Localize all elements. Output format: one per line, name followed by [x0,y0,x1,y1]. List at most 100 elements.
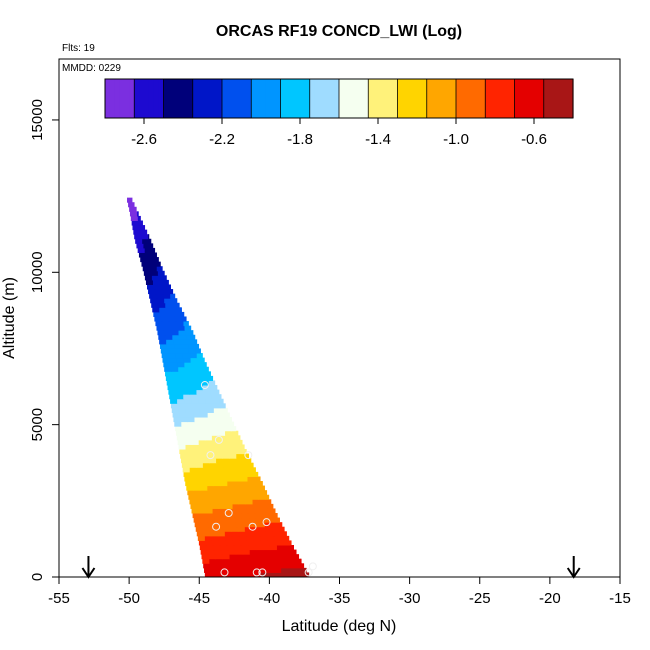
field-cell [198,403,207,409]
field-cell [182,430,191,436]
colorbar-cell [387,79,394,118]
field-cell [205,540,214,546]
field-cell [290,545,294,551]
field-cell [152,307,160,313]
field-cell [140,229,148,235]
field-cell [197,430,205,436]
field-cell [165,302,173,308]
field-cell [262,513,271,519]
field-cell [195,458,203,464]
field-cell [243,490,251,496]
colorbar-cell [529,79,535,118]
field-cell [199,481,207,487]
field-cell [150,243,154,249]
field-cell [139,225,146,231]
colorbar-cell [378,79,384,118]
colorbar-cell [251,79,257,118]
field-cell [208,554,217,560]
field-cell [286,558,294,564]
field-cell [168,353,177,359]
field-cell [154,257,159,263]
field-cell [185,481,193,487]
field-cell [205,362,207,368]
field-cell [279,526,285,532]
field-cell [257,554,266,560]
field-cell [224,499,233,505]
colorbar-cell [495,79,501,118]
field-cell [239,503,248,509]
field-cell [214,517,223,523]
field-cell [253,471,259,477]
field-cell [250,554,259,560]
field-cell [145,252,154,258]
field-cell [272,526,281,532]
field-cell [190,471,199,477]
field-cell [220,407,228,413]
field-cell [166,380,175,386]
field-cell [245,467,254,473]
x-axis-label: Latitude (deg N) [282,618,397,635]
field-cell [243,522,252,528]
field-cell [269,513,278,519]
field-cell [195,348,201,354]
colorbar-cell [158,79,165,118]
x-tick-label: -45 [188,590,210,607]
field-cell [253,572,262,578]
field-cell [242,517,251,523]
field-cell [185,407,194,413]
field-cell [173,307,181,313]
field-cell [226,540,235,546]
field-cell [152,279,161,285]
field-cell [181,348,190,354]
field-cell [253,567,261,573]
chart-title: ORCAS RF19 CONCD_LWI (Log) [216,23,462,40]
field-cell [217,563,225,569]
field-cell [208,490,216,496]
field-cell [167,311,175,317]
field-cell [147,257,155,263]
field-cell [234,513,243,519]
field-cell [207,517,216,523]
field-cell [221,412,230,418]
field-cell [270,549,279,555]
field-cell [182,426,190,432]
field-cell [240,540,249,546]
field-cell [262,540,270,546]
x-tick-label: -55 [48,590,70,607]
field-cell [218,471,227,477]
colorbar-cell [207,79,213,118]
colorbar-tick-label: -2.2 [209,131,235,148]
field-cell [190,503,198,509]
field-cell [218,503,227,509]
x-tick-label: -35 [329,590,351,607]
field-cell [184,439,193,445]
x-tick-label: -30 [399,590,421,607]
field-cell [209,458,217,464]
colorbar-cell [412,79,418,118]
field-cell [200,375,209,381]
field-cell [208,380,216,386]
field-cell [235,517,244,523]
field-cell [278,522,283,528]
field-cell [255,513,264,519]
field-cell [218,435,227,441]
down-arrow-head-icon [566,567,581,579]
observation-circle [244,451,253,460]
colorbar-cell [265,79,272,118]
field-cell [184,398,192,404]
field-cell [142,238,150,244]
field-cell [165,334,173,340]
field-cell [219,398,224,404]
field-cell [189,430,198,436]
field-cell [158,302,166,308]
field-cell [188,458,196,464]
field-cell [246,535,255,541]
field-cell [213,513,222,519]
field-cell [159,339,167,345]
field-cell [203,467,212,473]
field-cell [189,389,197,395]
field-cell [201,417,210,423]
field-cell [236,490,244,496]
field-cell [246,567,254,573]
field-cell [186,334,194,340]
